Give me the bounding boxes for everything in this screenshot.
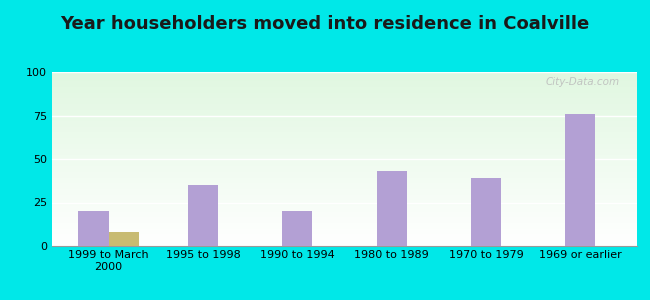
Bar: [566, 114, 595, 246]
Bar: [282, 211, 313, 246]
Bar: [79, 211, 109, 246]
Text: City-Data.com: City-Data.com: [545, 77, 619, 87]
Text: Year householders moved into residence in Coalville: Year householders moved into residence i…: [60, 15, 590, 33]
Bar: [188, 185, 218, 246]
Bar: [109, 232, 139, 246]
Bar: [376, 171, 407, 246]
Bar: [471, 178, 501, 246]
